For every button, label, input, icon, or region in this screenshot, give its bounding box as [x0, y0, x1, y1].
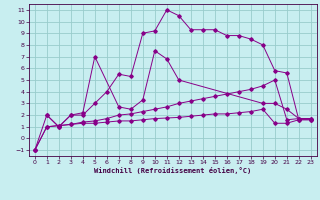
X-axis label: Windchill (Refroidissement éolien,°C): Windchill (Refroidissement éolien,°C) [94, 167, 252, 174]
